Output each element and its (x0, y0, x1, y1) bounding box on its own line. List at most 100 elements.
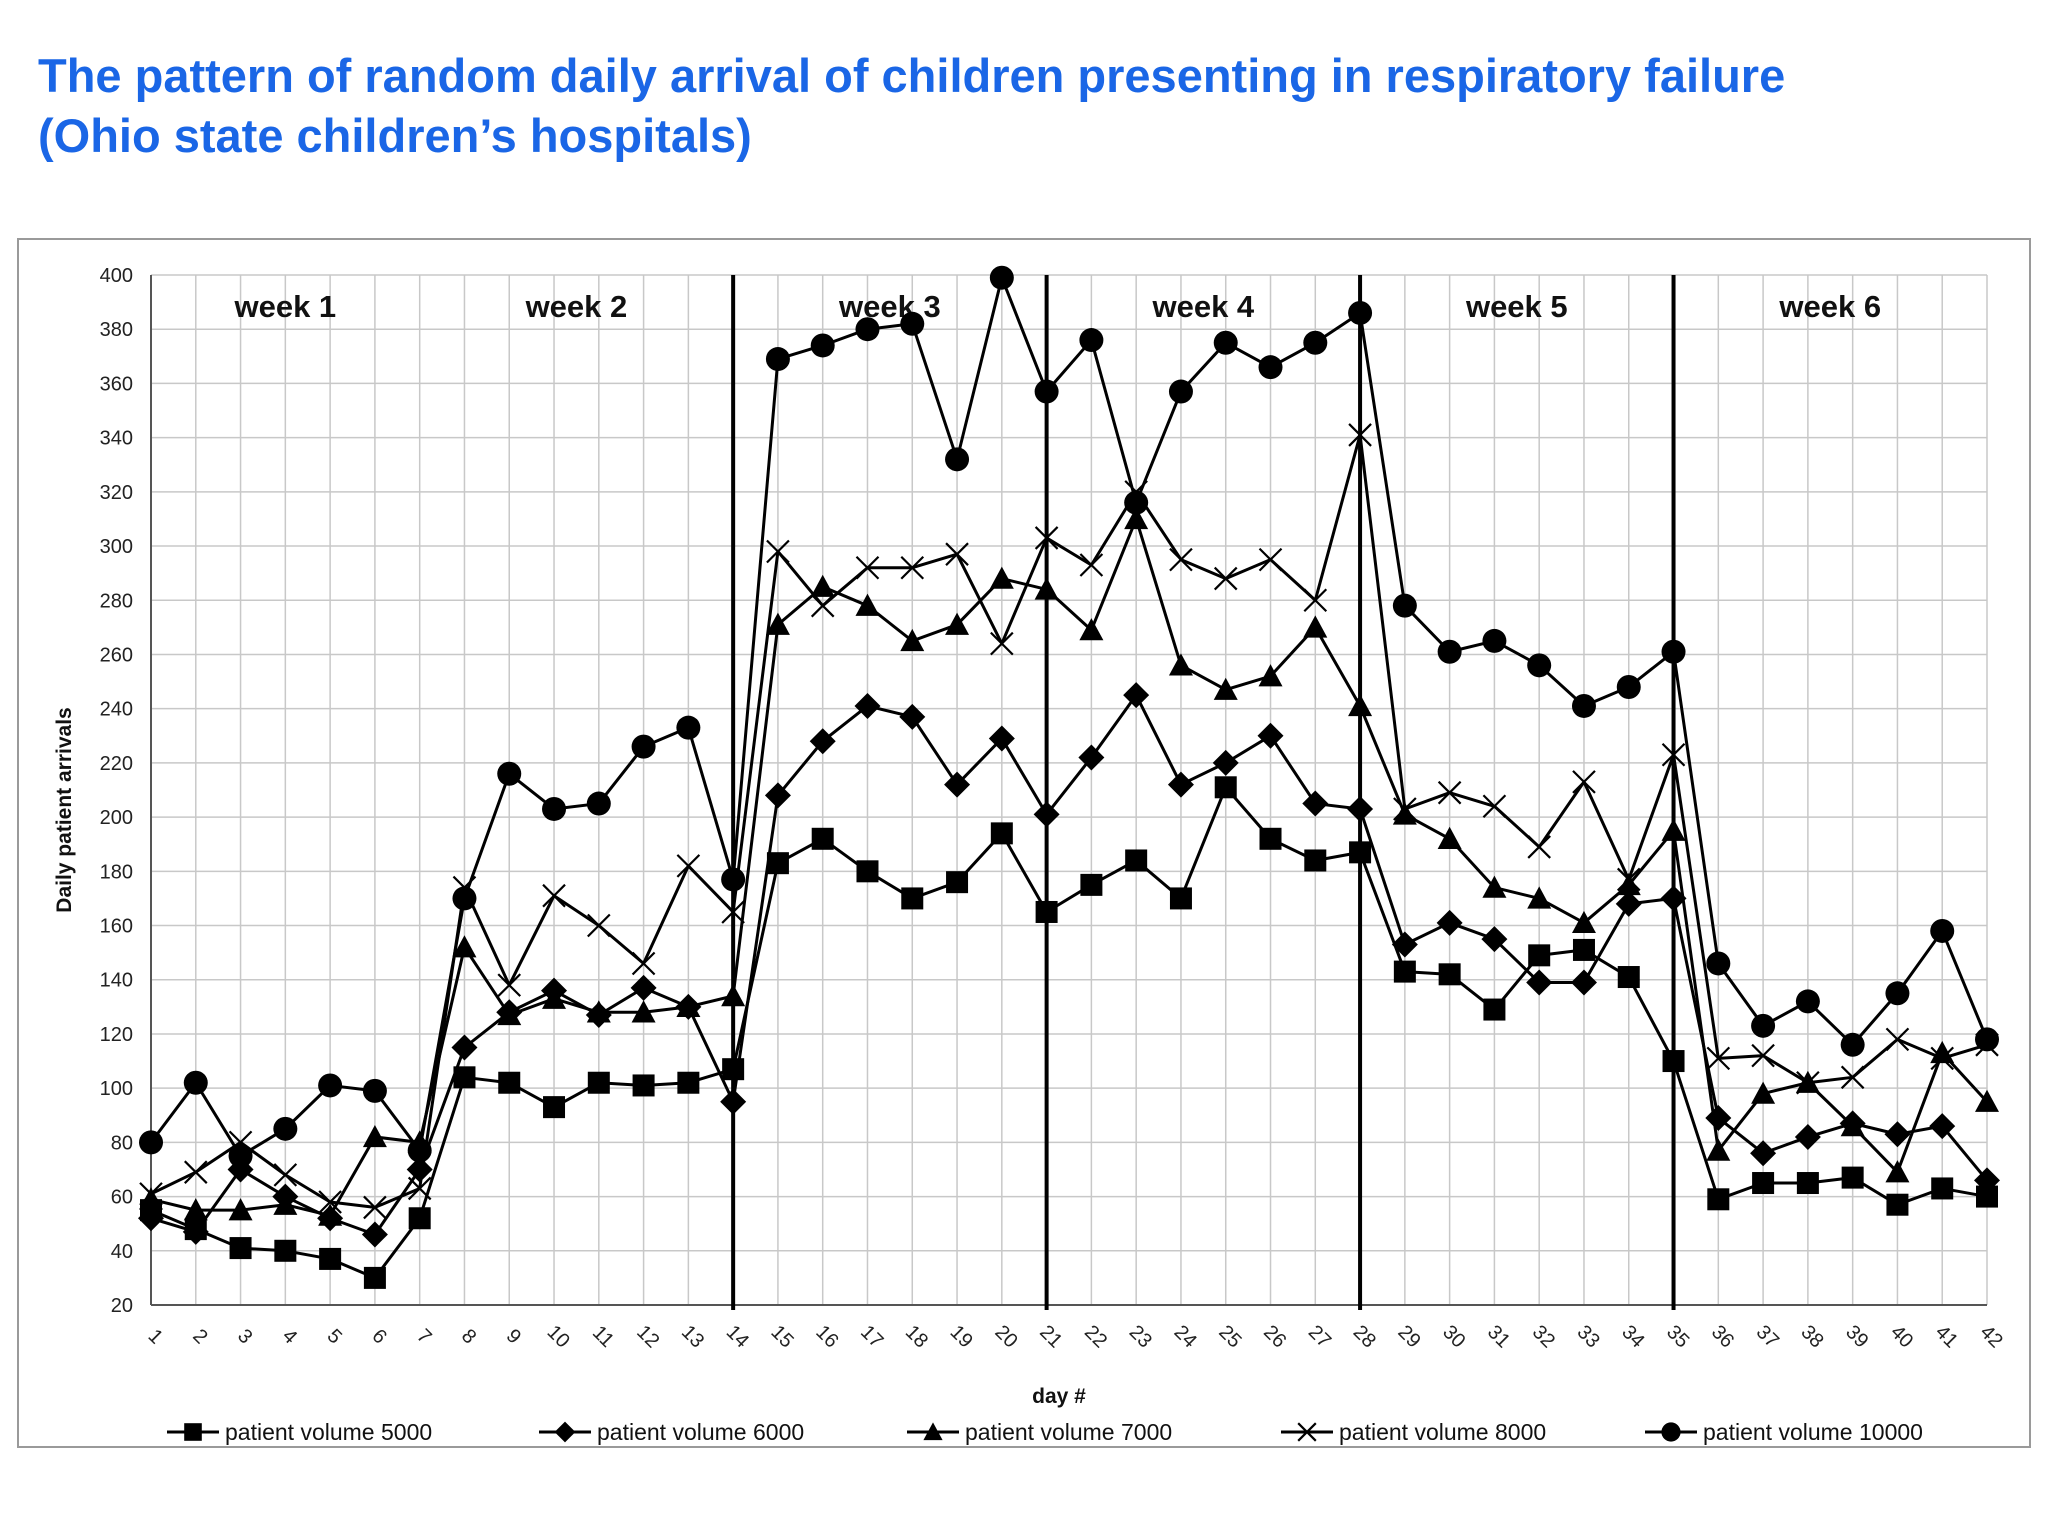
x-tick-label: 22 (1080, 1321, 1111, 1352)
data-point-series-1 (1214, 776, 1237, 799)
data-point-series-4 (587, 913, 611, 938)
data-point-series-3 (1885, 1160, 1910, 1183)
y-tick-label: 220 (100, 753, 133, 775)
data-point-series-5 (1706, 951, 1731, 976)
x-axis-title: day # (1032, 1385, 1086, 1408)
x-tick-label: 26 (1259, 1321, 1290, 1352)
series-line-5 (149, 276, 1989, 1158)
data-point-series-4 (855, 555, 880, 580)
y-tick-label: 360 (100, 373, 133, 395)
data-point-series-1 (1617, 966, 1640, 989)
data-point-series-4 (1482, 794, 1507, 819)
x-tick-label: 15 (767, 1321, 798, 1352)
data-point-series-2 (1570, 969, 1597, 996)
data-point-series-4 (945, 542, 969, 566)
data-point-series-1 (1304, 849, 1327, 872)
data-point-series-5 (1661, 639, 1686, 664)
data-point-series-2 (1660, 885, 1687, 912)
data-point-series-1 (1886, 1193, 1909, 1216)
x-tick-label: 27 (1304, 1321, 1335, 1352)
data-point-series-5 (1930, 918, 1955, 943)
data-point-series-1 (901, 887, 924, 910)
data-point-series-4 (1437, 780, 1462, 805)
data-point-series-2 (1391, 931, 1418, 958)
data-point-series-3 (1661, 818, 1686, 841)
data-point-series-1 (990, 822, 1013, 845)
data-point-series-2 (1750, 1140, 1777, 1167)
y-tick-label: 180 (100, 861, 133, 883)
x-tick-label: 29 (1393, 1321, 1424, 1352)
data-point-series-1 (319, 1247, 342, 1270)
data-point-series-3 (1124, 506, 1149, 530)
x-tick-label: 9 (502, 1325, 525, 1348)
x-tick-label: 23 (1125, 1321, 1156, 1352)
data-point-series-5 (407, 1138, 432, 1163)
data-point-series-1 (453, 1066, 476, 1089)
data-point-series-1 (1707, 1188, 1730, 1211)
data-point-series-2 (1212, 749, 1239, 776)
x-tick-label: 12 (632, 1321, 663, 1352)
data-point-series-3 (1303, 615, 1328, 638)
data-point-series-1 (1528, 944, 1551, 967)
data-point-series-1 (498, 1071, 521, 1094)
y-tick-label: 300 (100, 536, 133, 558)
data-point-series-5 (1975, 1027, 1999, 1052)
data-point-series-2 (1884, 1121, 1911, 1148)
data-point-series-3 (1348, 693, 1373, 717)
data-point-series-2 (182, 1218, 209, 1245)
slide-title-line-1: The pattern of random daily arrival of c… (38, 49, 1786, 102)
data-point-series-5 (1348, 300, 1373, 325)
data-point-series-3 (1975, 1089, 1999, 1112)
data-point-series-3 (1482, 875, 1507, 898)
data-point-series-3 (945, 612, 970, 635)
data-point-series-1 (946, 871, 969, 894)
data-point-series-1 (1080, 873, 1103, 896)
x-tick-label: 17 (856, 1321, 887, 1352)
data-point-series-2 (1481, 926, 1508, 953)
data-point-series-3 (1751, 1081, 1776, 1104)
data-point-series-2 (1974, 1167, 2000, 1194)
data-point-series-3 (676, 994, 701, 1018)
data-point-series-2 (451, 1034, 478, 1061)
data-point-series-3 (810, 574, 835, 597)
data-point-series-3 (721, 984, 746, 1007)
x-tick-label: 5 (323, 1325, 346, 1348)
data-point-series-5 (1168, 379, 1193, 404)
data-point-series-2 (1167, 771, 1194, 798)
x-tick-label: 10 (543, 1321, 574, 1352)
series-line-3 (150, 517, 1989, 1218)
data-point-series-2 (854, 692, 881, 719)
data-point-series-3 (1571, 910, 1596, 934)
data-point-series-3 (1079, 618, 1104, 641)
data-point-series-2 (720, 1088, 747, 1115)
data-point-series-4 (497, 973, 522, 997)
x-tick-label: 1 (144, 1325, 167, 1348)
data-point-series-5 (631, 734, 656, 759)
data-point-series-1 (811, 827, 834, 850)
data-point-series-3 (989, 566, 1014, 589)
legend-label: patient volume 5000 (225, 1419, 432, 1445)
data-point-series-1 (1438, 963, 1461, 986)
x-tick-label: 33 (1573, 1321, 1604, 1352)
data-point-series-1 (856, 860, 879, 883)
x-tick-label: 35 (1662, 1321, 1693, 1352)
data-point-series-5 (1303, 330, 1328, 355)
data-point-series-5 (1437, 639, 1462, 664)
data-point-series-1 (632, 1074, 655, 1097)
x-tick-label: 38 (1796, 1321, 1827, 1352)
data-point-series-4 (542, 883, 566, 908)
data-point-series-1 (274, 1239, 297, 1262)
data-point-series-5 (183, 1070, 208, 1095)
data-point-series-2 (361, 1221, 388, 1248)
data-point-series-4 (631, 951, 656, 976)
data-point-series-4 (139, 1182, 163, 1206)
data-point-series-5 (1571, 693, 1596, 718)
data-point-series-3 (631, 1000, 656, 1023)
x-tick-label: 7 (412, 1325, 435, 1348)
data-point-series-1 (1752, 1172, 1775, 1195)
y-tick-label: 320 (100, 482, 133, 504)
data-point-series-2 (1705, 1104, 1732, 1131)
data-point-series-4 (1034, 526, 1059, 550)
x-tick-label: 25 (1214, 1321, 1245, 1352)
data-point-series-3 (273, 1192, 298, 1215)
